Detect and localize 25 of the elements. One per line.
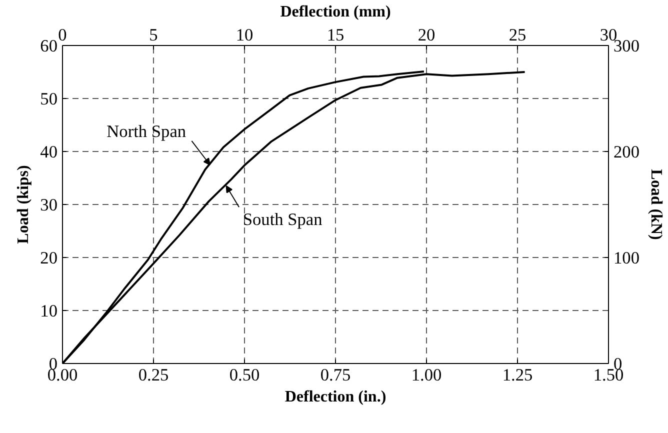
x2-tick-label: 15 [326, 26, 344, 44]
x2-tick-label: 25 [508, 26, 526, 44]
x-tick-label: 1.00 [411, 366, 442, 384]
y-tick-label: 10 [40, 302, 58, 320]
x2-axis-title: Deflection (mm) [280, 4, 391, 20]
x-tick-label: 1.25 [502, 366, 533, 384]
y-tick-label: 40 [40, 142, 58, 162]
x-tick-label: 0.75 [320, 366, 351, 384]
y-tick-label: 20 [40, 248, 58, 268]
x2-tick-label: 10 [236, 26, 254, 44]
y-tick-label: 60 [40, 36, 58, 56]
y2-axis-title: Load (kN) [647, 169, 664, 240]
x2-tick-label: 20 [418, 26, 436, 44]
annotation: South Span [242, 210, 323, 229]
x-tick-label: 0.25 [138, 366, 169, 384]
y-axis-title: Load (kips) [15, 165, 32, 244]
y2-tick-label: 200 [614, 142, 640, 162]
x2-tick-label: 30 [600, 26, 618, 44]
x-axis-title: Deflection (in.) [284, 388, 386, 406]
y2-tick-label: 100 [614, 248, 640, 268]
x2-tick-label: 5 [149, 26, 158, 44]
y-tick-label: 50 [40, 90, 58, 108]
y-tick-label: 30 [40, 196, 58, 214]
annotation: North Span [106, 122, 186, 141]
x-tick-label: 0.50 [229, 366, 260, 384]
